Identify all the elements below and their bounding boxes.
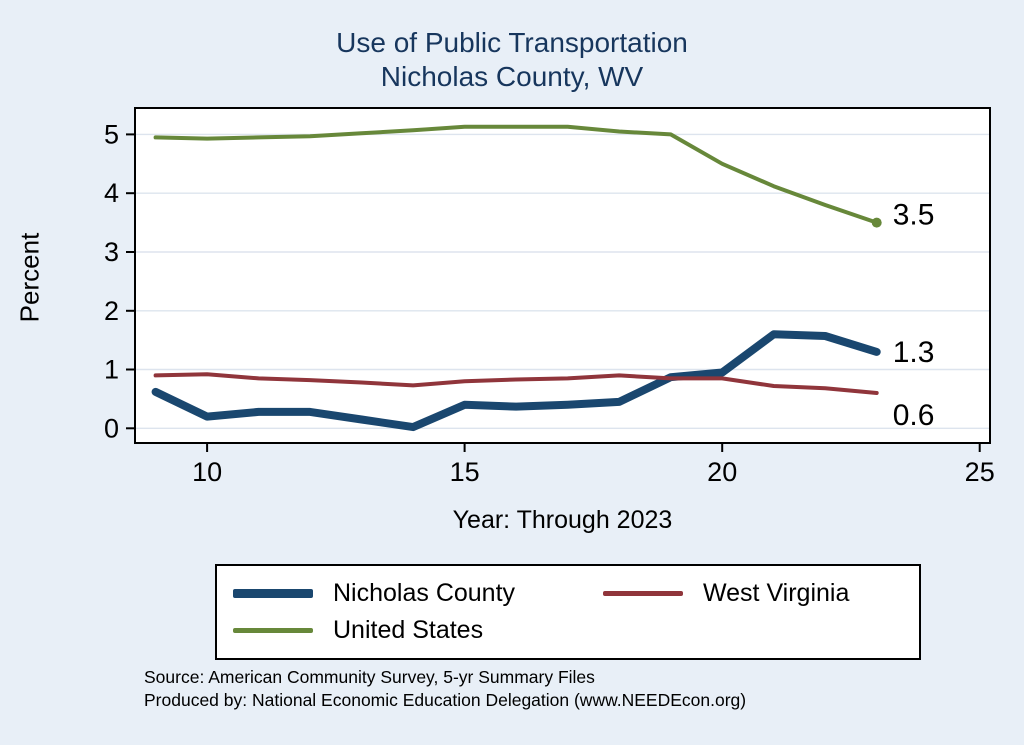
legend-item-united-states: United States <box>233 616 603 645</box>
legend-swatch-united-states <box>233 628 313 633</box>
produced-by-line: Produced by: National Economic Education… <box>144 690 747 710</box>
y-tick-label: 2 <box>104 296 119 326</box>
plot-area: 0 1 2 3 4 5 10 15 20 25 1.3 0.6 3.5 <box>104 107 995 487</box>
series-line <box>151 330 881 432</box>
series-end-marker <box>871 217 882 228</box>
y-tick-label: 5 <box>104 119 119 149</box>
y-tick-label: 1 <box>104 355 119 385</box>
x-tick-label: 25 <box>965 457 995 487</box>
legend-swatch-nicholas-county <box>233 589 313 598</box>
plot-background <box>135 108 990 443</box>
legend-swatch-west-virginia <box>603 591 683 596</box>
chart-title-line2: Nicholas County, WV <box>380 61 644 92</box>
source-line: Source: American Community Survey, 5-yr … <box>144 667 595 687</box>
x-tick-label: 10 <box>192 457 222 487</box>
y-tick-label: 4 <box>104 178 119 208</box>
y-tick-label: 0 <box>104 413 119 443</box>
legend: Nicholas County West Virginia United Sta… <box>215 564 921 660</box>
y-tick-label: 3 <box>104 237 119 267</box>
plot-border <box>134 107 991 444</box>
source-note: Source: American Community Survey, 5-yr … <box>144 666 746 712</box>
series-end-label: 1.3 <box>893 336 935 369</box>
legend-label-nicholas-county: Nicholas County <box>333 579 516 607</box>
chart-title-line1: Use of Public Transportation <box>336 27 688 58</box>
series-end-label: 0.6 <box>893 399 935 432</box>
y-axis-title: Percent <box>14 232 45 323</box>
legend-label-west-virginia: West Virginia <box>703 579 850 607</box>
series-line <box>153 124 879 225</box>
x-tick-label: 20 <box>707 457 737 487</box>
legend-item-west-virginia: West Virginia <box>603 579 909 608</box>
x-axis-title: Year: Through 2023 <box>452 506 673 534</box>
series-line <box>153 372 879 395</box>
chart-title: Use of Public Transportation Nicholas Co… <box>0 26 1024 94</box>
legend-item-nicholas-county: Nicholas County <box>233 579 603 608</box>
legend-label-united-states: United States <box>333 616 484 644</box>
series-end-label: 3.5 <box>893 199 935 232</box>
x-tick-label: 15 <box>450 457 480 487</box>
